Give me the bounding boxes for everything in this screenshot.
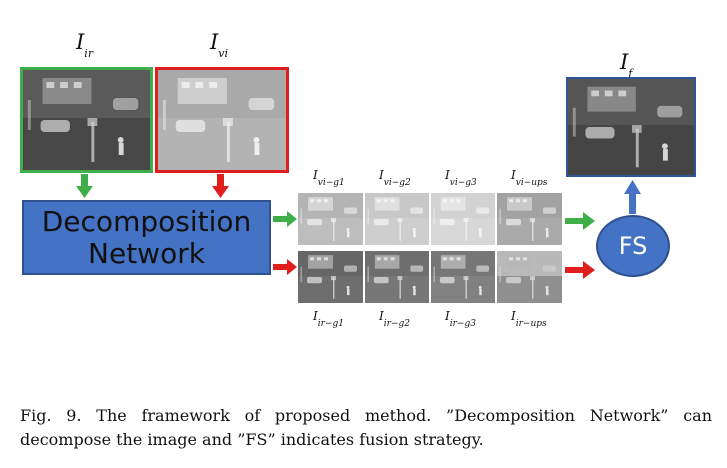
vi-input-label: Ivi (210, 30, 229, 60)
decomposition-to-ir-row-arrow (273, 259, 297, 275)
figure-caption: Fig. 9. The framework of proposed method… (20, 406, 712, 449)
ir-g3-label: Iir−g3 (445, 309, 476, 329)
infrared-input-image (20, 67, 153, 173)
ir-g3-image (431, 251, 495, 303)
vi-g1-label: Ivi−g1 (313, 168, 345, 188)
vi-g1-image (298, 193, 363, 245)
vi-ups-image (497, 193, 562, 245)
vi-row-to-fs-arrow (565, 212, 595, 230)
vi-g3-label: Ivi−g3 (445, 168, 477, 188)
vi-to-decomposition-arrow (212, 174, 229, 198)
ir-ups-label: Iir−ups (511, 309, 547, 329)
ir-g1-label: Iir−g1 (313, 309, 344, 329)
ir-input-label: Iir (76, 30, 94, 60)
vi-g3-image (431, 193, 495, 245)
ir-row-to-fs-arrow (565, 261, 595, 279)
ir-to-decomposition-arrow (76, 174, 93, 198)
decomposition-network-box: Decomposition Network (22, 200, 271, 275)
fused-output-image (566, 77, 696, 177)
ir-g2-image (365, 251, 429, 303)
decomposition-line1: Decomposition (41, 204, 252, 238)
visible-input-image (155, 67, 289, 173)
fs-to-output-arrow (624, 180, 641, 214)
fs-label: FS (618, 232, 648, 260)
ir-ups-image (497, 251, 562, 303)
fused-output-label: If (620, 50, 633, 80)
vi-ups-label: Ivi−ups (511, 168, 548, 188)
vi-g2-label: Ivi−g2 (379, 168, 411, 188)
ir-g1-image (298, 251, 363, 303)
ir-g2-label: Iir−g2 (379, 309, 410, 329)
fusion-strategy-node: FS (596, 215, 670, 277)
decomposition-to-vi-row-arrow (273, 211, 297, 227)
vi-g2-image (365, 193, 429, 245)
decomposition-line2: Network (88, 236, 205, 270)
